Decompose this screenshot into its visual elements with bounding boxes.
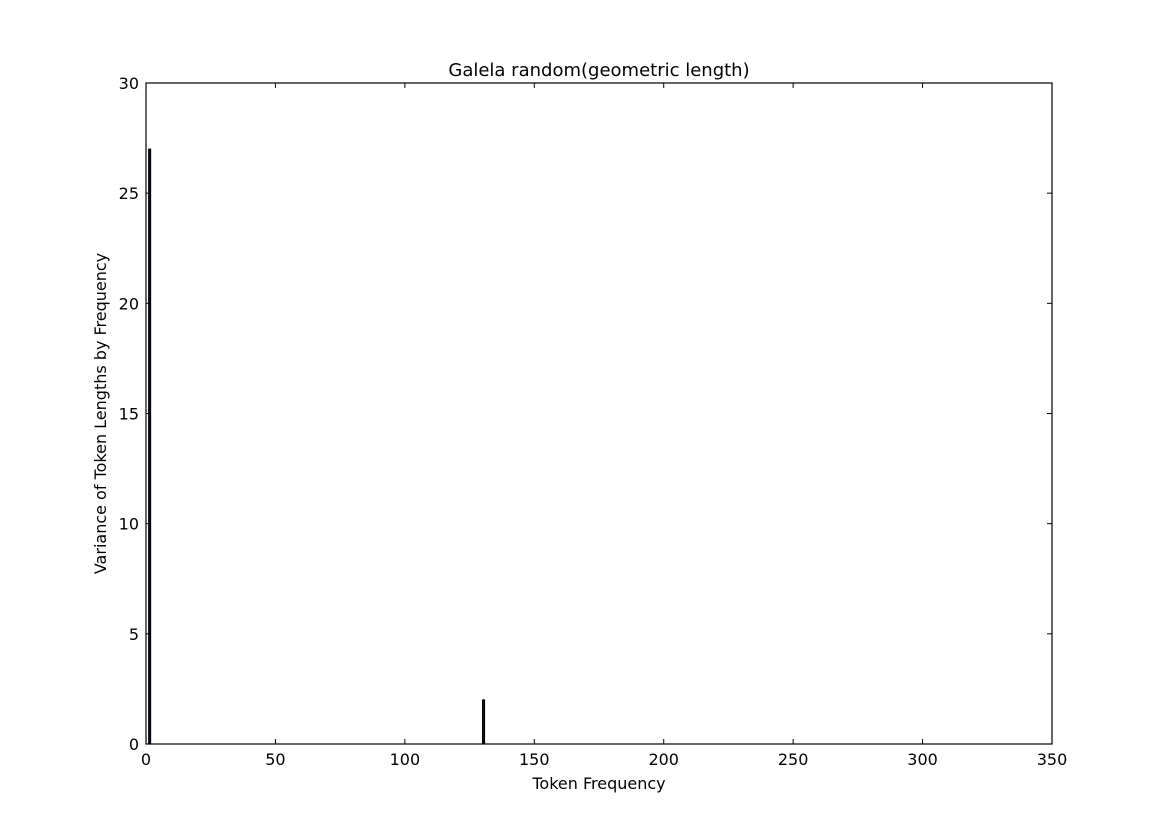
- y-tick-label: 15: [119, 405, 139, 424]
- x-tick-label: 100: [390, 750, 421, 769]
- y-axis: 0 5 10 15 20 25 30: [119, 74, 1052, 754]
- x-tick-label: 200: [648, 750, 679, 769]
- y-tick-label: 25: [119, 184, 139, 203]
- y-axis-label: Variance of Token Lengths by Frequency: [91, 253, 110, 574]
- bar-1: [482, 699, 486, 745]
- bars: [148, 148, 486, 745]
- x-tick-label: 350: [1037, 750, 1068, 769]
- y-tick-label: 20: [119, 294, 139, 313]
- plot-frame: [145, 82, 1053, 745]
- x-tick-label: 0: [141, 750, 151, 769]
- y-tick-label: 30: [119, 74, 139, 93]
- x-tick-label: 150: [519, 750, 550, 769]
- y-tick-label: 10: [119, 515, 139, 534]
- chart-title: Galela random(geometric length): [448, 60, 749, 81]
- x-tick-label: 50: [265, 750, 285, 769]
- x-tick-label: 250: [778, 750, 809, 769]
- bar-0: [148, 148, 152, 745]
- y-tick-label: 0: [129, 735, 139, 754]
- x-tick-label: 300: [907, 750, 938, 769]
- x-axis: 0 50 100 150 200 250 300 350: [141, 83, 1067, 769]
- y-tick-label: 5: [129, 625, 139, 644]
- x-axis-label: Token Frequency: [531, 774, 665, 793]
